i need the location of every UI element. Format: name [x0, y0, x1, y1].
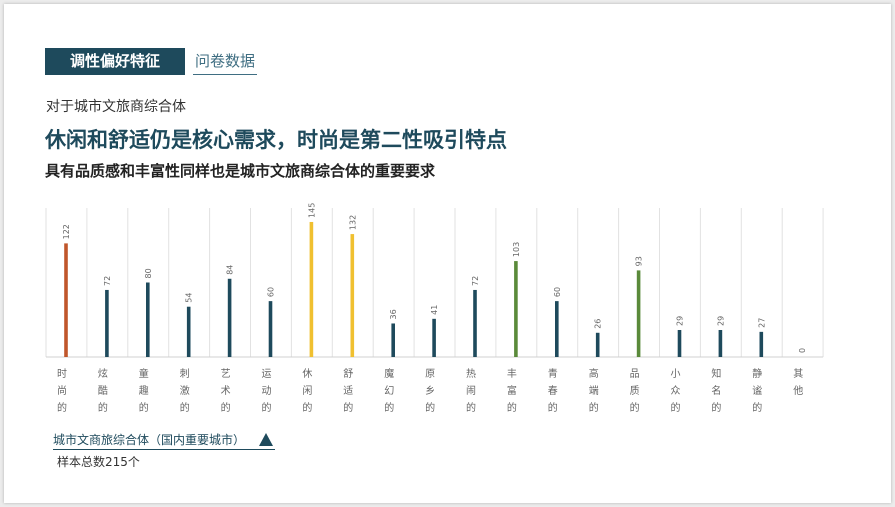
value-label-3: 54: [185, 293, 194, 303]
legend-underline: [53, 449, 275, 450]
category-label-3: 刺激的: [180, 368, 190, 414]
category-label-6: 休闲的: [302, 368, 312, 414]
bar-5: [268, 301, 273, 357]
bar-3: [186, 306, 191, 357]
value-label-12: 60: [553, 287, 562, 297]
category-label-4: 艺术的: [221, 368, 231, 414]
bar-17: [759, 331, 764, 357]
bar-4: [227, 278, 232, 357]
value-label-8: 36: [389, 309, 398, 319]
section-tag-sub: 问卷数据: [193, 49, 258, 75]
headline: 休闲和舒适仍是核心需求，时尚是第二性吸引特点: [45, 128, 507, 152]
legend-label: 城市文商旅综合体（国内重要城市）: [53, 433, 246, 447]
category-label-12: 青春的: [548, 367, 558, 414]
category-label-14: 品质的: [630, 368, 640, 414]
category-label-9: 原乡的: [425, 368, 435, 414]
bar-8: [391, 323, 395, 357]
value-label-11: 103: [512, 242, 521, 257]
bar-14: [636, 270, 641, 357]
value-label-10: 72: [471, 276, 480, 286]
slide: [4, 4, 891, 503]
category-label-16: 知名的: [711, 367, 721, 414]
category-label-2: 童趣的: [139, 367, 149, 414]
value-label-13: 26: [594, 319, 603, 329]
category-label-7: 舒适的: [343, 367, 353, 414]
bar-15: [677, 329, 682, 357]
bar-1: [105, 289, 109, 357]
value-label-6: 145: [307, 203, 316, 218]
value-label-9: 41: [430, 305, 439, 315]
category-label-15: 小众的: [671, 368, 681, 414]
bar-13: [595, 332, 600, 357]
value-label-2: 80: [144, 268, 153, 278]
value-label-4: 84: [226, 265, 235, 275]
bar-7: [350, 234, 355, 357]
bar-6: [309, 221, 314, 357]
value-label-18: 0: [798, 348, 807, 353]
subtitle: 对于城市文旅商综合体: [46, 99, 186, 115]
section-tag: 调性偏好特征 问卷数据: [45, 48, 258, 75]
category-label-1: 炫酷的: [98, 367, 108, 414]
headline-secondary: 具有品质感和丰富性同样也是城市文旅商综合体的重要要求: [45, 162, 436, 180]
value-label-17: 27: [757, 318, 766, 328]
bar-11: [514, 261, 518, 357]
sample-size: 样本总数215个: [57, 455, 140, 469]
value-label-7: 132: [348, 215, 357, 230]
category-label-13: 高端的: [589, 367, 599, 414]
section-tag-main: 调性偏好特征: [45, 48, 185, 75]
value-label-14: 93: [635, 256, 644, 266]
bar-16: [718, 329, 723, 357]
bar-2: [146, 282, 150, 357]
value-label-15: 29: [676, 316, 685, 326]
category-label-10: 热闹的: [466, 367, 476, 414]
legend-triangle-icon: [259, 433, 273, 446]
bar-9: [432, 318, 436, 357]
category-label-5: 运动的: [262, 368, 272, 414]
bar-12: [555, 301, 559, 357]
category-label-0: 时尚的: [57, 368, 67, 414]
category-label-17: 静谧的: [752, 367, 762, 414]
bar-chart: 122 时尚的 72 炫酷的 80 童趣的 54 刺激的 84 艺术的 60 运动的 145 休闲的 132…: [45, 203, 824, 414]
value-label-0: 122: [62, 224, 71, 239]
category-label-8: 魔幻的: [384, 367, 394, 414]
bar-0: [64, 243, 68, 357]
category-label-11: 丰富的: [507, 367, 517, 414]
bar-10: [473, 289, 477, 357]
value-label-5: 60: [267, 287, 276, 297]
value-label-1: 72: [103, 276, 112, 286]
category-label-18: 其他: [793, 368, 803, 397]
value-label-16: 29: [716, 316, 725, 326]
